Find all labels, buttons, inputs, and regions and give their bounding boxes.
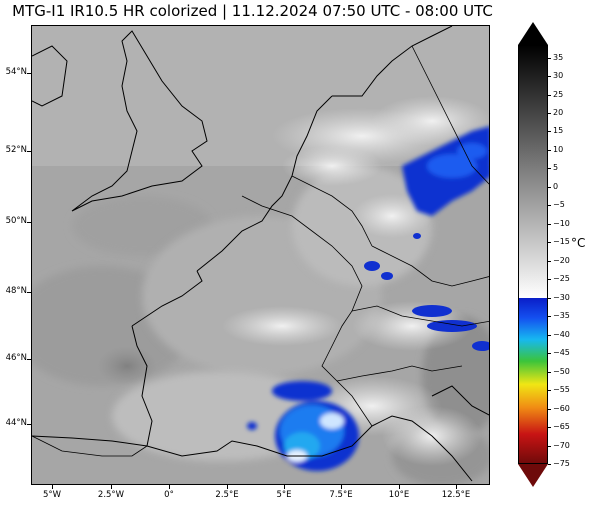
lon-label-0: 0°	[164, 490, 174, 500]
cbar-tick-mark	[548, 131, 551, 132]
cbar-tick-m25: −25	[553, 274, 570, 283]
colorbar	[518, 22, 548, 487]
cbar-tick-m45: −45	[553, 348, 570, 357]
cbar-tick-15: 15	[553, 126, 564, 135]
lat-tick-48	[27, 292, 31, 293]
colorbar-color-segment	[518, 298, 548, 464]
borders	[32, 45, 489, 457]
cbar-tick-mark	[548, 390, 551, 391]
cbar-tick-0: 0	[553, 182, 559, 191]
colorbar-top-triangle	[518, 22, 548, 45]
cbar-tick-m65: −65	[553, 422, 570, 431]
lon-label-12-5e: 12.5°E	[441, 490, 471, 500]
lat-tick-50	[27, 222, 31, 223]
cbar-tick-mark	[548, 335, 551, 336]
cbar-tick-m55: −55	[553, 385, 570, 394]
lat-label-46: 46°N	[5, 353, 27, 363]
cbar-tick-5: 5	[553, 163, 559, 172]
cbar-tick-mark	[548, 427, 551, 428]
lon-tick-0	[169, 485, 170, 489]
cold-cloud-northeast	[402, 126, 489, 216]
lon-label-5e: 5°E	[276, 490, 292, 500]
cbar-tick-mark	[548, 187, 551, 188]
cbar-tick-mark	[548, 464, 551, 465]
lat-label-54: 54°N	[5, 67, 27, 77]
lon-tick-12-5e	[456, 485, 457, 489]
cbar-tick-mark	[548, 446, 551, 447]
lon-tick-5e	[284, 485, 285, 489]
cbar-tick-mark	[548, 353, 551, 354]
cbar-tick-35: 35	[553, 53, 564, 62]
cbar-tick-m35: −35	[553, 311, 570, 320]
cbar-tick-mark	[548, 205, 551, 206]
cbar-tick-mark	[548, 224, 551, 225]
cbar-tick-m5: −5	[553, 200, 565, 209]
colorbar-gray-segment	[518, 45, 548, 298]
cbar-tick-mark	[548, 409, 551, 410]
cbar-tick-mark	[548, 168, 551, 169]
lon-tick-2-5w	[111, 485, 112, 489]
lat-label-52: 52°N	[5, 145, 27, 155]
cbar-tick-m30: −30	[553, 293, 570, 302]
lon-label-2-5e: 2.5°E	[215, 490, 239, 500]
lon-label-5w: 5°W	[42, 490, 62, 500]
colorbar-unit: °C	[571, 236, 586, 250]
cbar-tick-m75: −75	[553, 459, 570, 468]
cbar-tick-m50: −50	[553, 367, 570, 376]
cbar-tick-10: 10	[553, 145, 564, 154]
cbar-tick-25: 25	[553, 90, 564, 99]
lat-tick-44	[27, 424, 31, 425]
lat-tick-54	[27, 73, 31, 74]
cbar-tick-mark	[548, 95, 551, 96]
coastlines	[32, 26, 489, 482]
lon-tick-10e	[399, 485, 400, 489]
map-title: MTG-I1 IR10.5 HR colorized | 11.12.2024 …	[12, 2, 493, 20]
cbar-tick-m15: −15	[553, 237, 570, 246]
cbar-tick-mark	[548, 150, 551, 151]
cbar-tick-mark	[548, 76, 551, 77]
cbar-tick-m70: −70	[553, 441, 570, 450]
cbar-tick-mark	[548, 242, 551, 243]
cbar-tick-mark	[548, 372, 551, 373]
lat-label-44: 44°N	[5, 418, 27, 428]
satellite-map	[31, 25, 490, 485]
convective-system	[247, 381, 359, 471]
lon-tick-7-5e	[341, 485, 342, 489]
lat-label-50: 50°N	[5, 216, 27, 226]
map-canvas	[32, 26, 489, 484]
cbar-tick-mark	[548, 58, 551, 59]
colorbar-bottom-triangle	[518, 464, 548, 487]
lon-label-2-5w: 2.5°W	[97, 490, 125, 500]
cbar-tick-m10: −10	[553, 219, 570, 228]
lon-label-7-5e: 7.5°E	[329, 490, 353, 500]
cbar-tick-m60: −60	[553, 404, 570, 413]
cbar-tick-30: 30	[553, 71, 564, 80]
cbar-tick-m20: −20	[553, 256, 570, 265]
cbar-tick-mark	[548, 261, 551, 262]
cbar-tick-m40: −40	[553, 330, 570, 339]
cbar-tick-mark	[548, 279, 551, 280]
lat-label-48: 48°N	[5, 286, 27, 296]
cbar-tick-mark	[548, 316, 551, 317]
lat-tick-52	[27, 151, 31, 152]
lon-tick-5w	[52, 485, 53, 489]
cbar-tick-mark	[548, 113, 551, 114]
cbar-tick-20: 20	[553, 108, 564, 117]
lat-tick-46	[27, 359, 31, 360]
cbar-tick-mark	[548, 298, 551, 299]
lon-tick-2-5e	[227, 485, 228, 489]
lon-label-10e: 10°E	[388, 490, 410, 500]
